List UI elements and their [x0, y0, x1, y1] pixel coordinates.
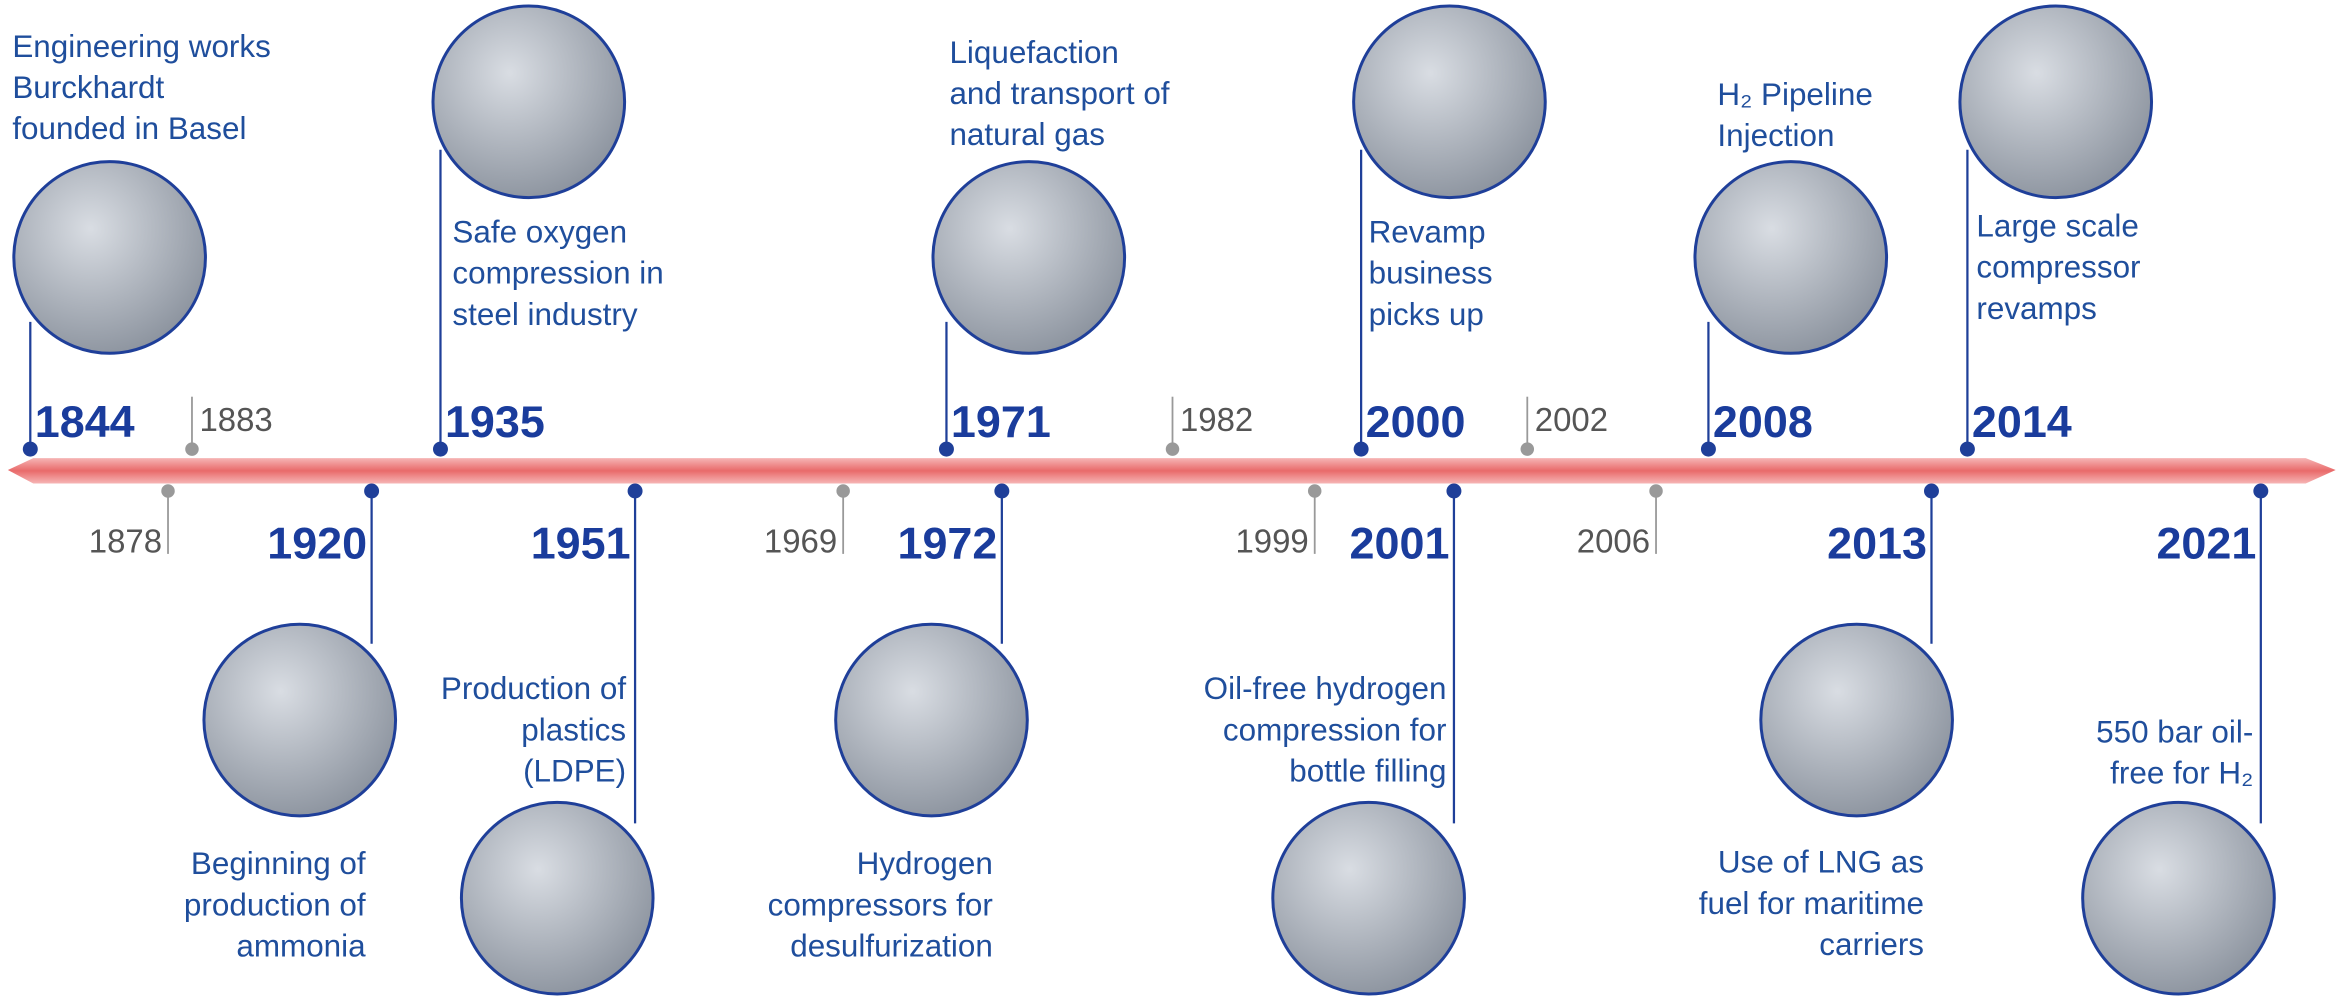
event-photo: [1354, 6, 1546, 198]
event-photo: [933, 162, 1125, 354]
event-photo: [1960, 6, 2152, 198]
minor-dot: [1308, 484, 1321, 497]
event-photo: [836, 624, 1028, 816]
event-label: Large scale: [1976, 209, 2138, 244]
event-year: 1951: [531, 517, 631, 568]
event-photo: [433, 6, 625, 198]
minor-year: 2006: [1577, 522, 1650, 559]
minor-year: 2002: [1535, 401, 1608, 438]
timeline-arrow: [8, 458, 2336, 483]
event-dot: [1924, 484, 1939, 499]
event-year: 2008: [1713, 396, 1813, 447]
event-label: carriers: [1819, 927, 1924, 962]
event-label: Engineering works: [12, 29, 271, 64]
event-year: 1971: [951, 396, 1051, 447]
event-label: 550 bar oil-: [2096, 715, 2253, 750]
event-label: desulfurization: [790, 929, 993, 964]
event-photo: [1695, 162, 1887, 354]
event-year: 1844: [35, 396, 135, 447]
event-label: Oil-free hydrogen: [1204, 671, 1447, 706]
event-year: 2021: [2156, 517, 2256, 568]
event-label: H₂ Pipeline: [1717, 77, 1872, 112]
timeline: 1844 Engineering works Burckhardt founded i…: [0, 0, 2348, 997]
event-label: founded in Basel: [12, 111, 246, 146]
event-label: compression in: [452, 256, 663, 291]
event-label: Revamp: [1369, 215, 1486, 250]
event-label: Safe oxygen: [452, 215, 627, 250]
event-photo: [204, 624, 396, 816]
event-year: 2001: [1350, 517, 1450, 568]
event-label: plastics: [521, 712, 626, 747]
event-year: 2014: [1972, 396, 2072, 447]
event-label: (LDPE): [523, 753, 626, 788]
event-label: compression for: [1223, 712, 1447, 747]
event-label: fuel for maritime: [1699, 886, 1924, 921]
event-photo: [461, 802, 653, 994]
event-photo: [1761, 624, 1953, 816]
event-label: picks up: [1369, 297, 1484, 332]
event-label: Production of: [441, 671, 626, 706]
event-label: Beginning of: [191, 846, 366, 881]
event-label: compressors for: [768, 887, 993, 922]
event-label: Hydrogen: [857, 846, 993, 881]
event-photo: [1273, 802, 1465, 994]
event-dot: [1446, 484, 1461, 499]
event-label: business: [1369, 256, 1493, 291]
event-dot: [2253, 484, 2268, 499]
event-label: and transport of: [949, 76, 1169, 111]
event-label: ammonia: [236, 929, 366, 964]
event-label: revamps: [1976, 291, 2097, 326]
minor-year: 1999: [1235, 522, 1308, 559]
event-label: Injection: [1717, 118, 1834, 153]
minor-dot: [1166, 442, 1179, 455]
minor-dot: [161, 484, 174, 497]
event-label: Burckhardt: [12, 70, 164, 105]
event-dot: [628, 484, 643, 499]
event-label: Use of LNG as: [1718, 845, 1924, 880]
event-label: steel industry: [452, 297, 637, 332]
event-label: compressor: [1976, 250, 2140, 285]
event-photo: [2083, 802, 2275, 994]
event-year: 1920: [267, 517, 367, 568]
event-year: 2000: [1366, 396, 1466, 447]
event-dot: [994, 484, 1009, 499]
event-label: Liquefaction: [949, 35, 1118, 70]
event-label: natural gas: [949, 117, 1104, 152]
minor-year: 1878: [89, 522, 162, 559]
event-label: production of: [184, 887, 366, 922]
event-label: bottle filling: [1289, 753, 1446, 788]
event-year: 2013: [1827, 517, 1927, 568]
minor-dot: [836, 484, 849, 497]
event-year: 1935: [445, 396, 545, 447]
minor-year: 1982: [1180, 401, 1253, 438]
event-dot: [364, 484, 379, 499]
page: 1844 Engineering works Burckhardt founded i…: [0, 0, 2348, 997]
minor-year: 1883: [199, 401, 272, 438]
event-label: free for H₂: [2110, 756, 2253, 791]
minor-dot: [185, 442, 198, 455]
minor-dot: [1521, 442, 1534, 455]
event-year: 1972: [897, 517, 997, 568]
minor-year: 1969: [764, 522, 837, 559]
minor-dot: [1649, 484, 1662, 497]
event-photo: [14, 162, 206, 354]
